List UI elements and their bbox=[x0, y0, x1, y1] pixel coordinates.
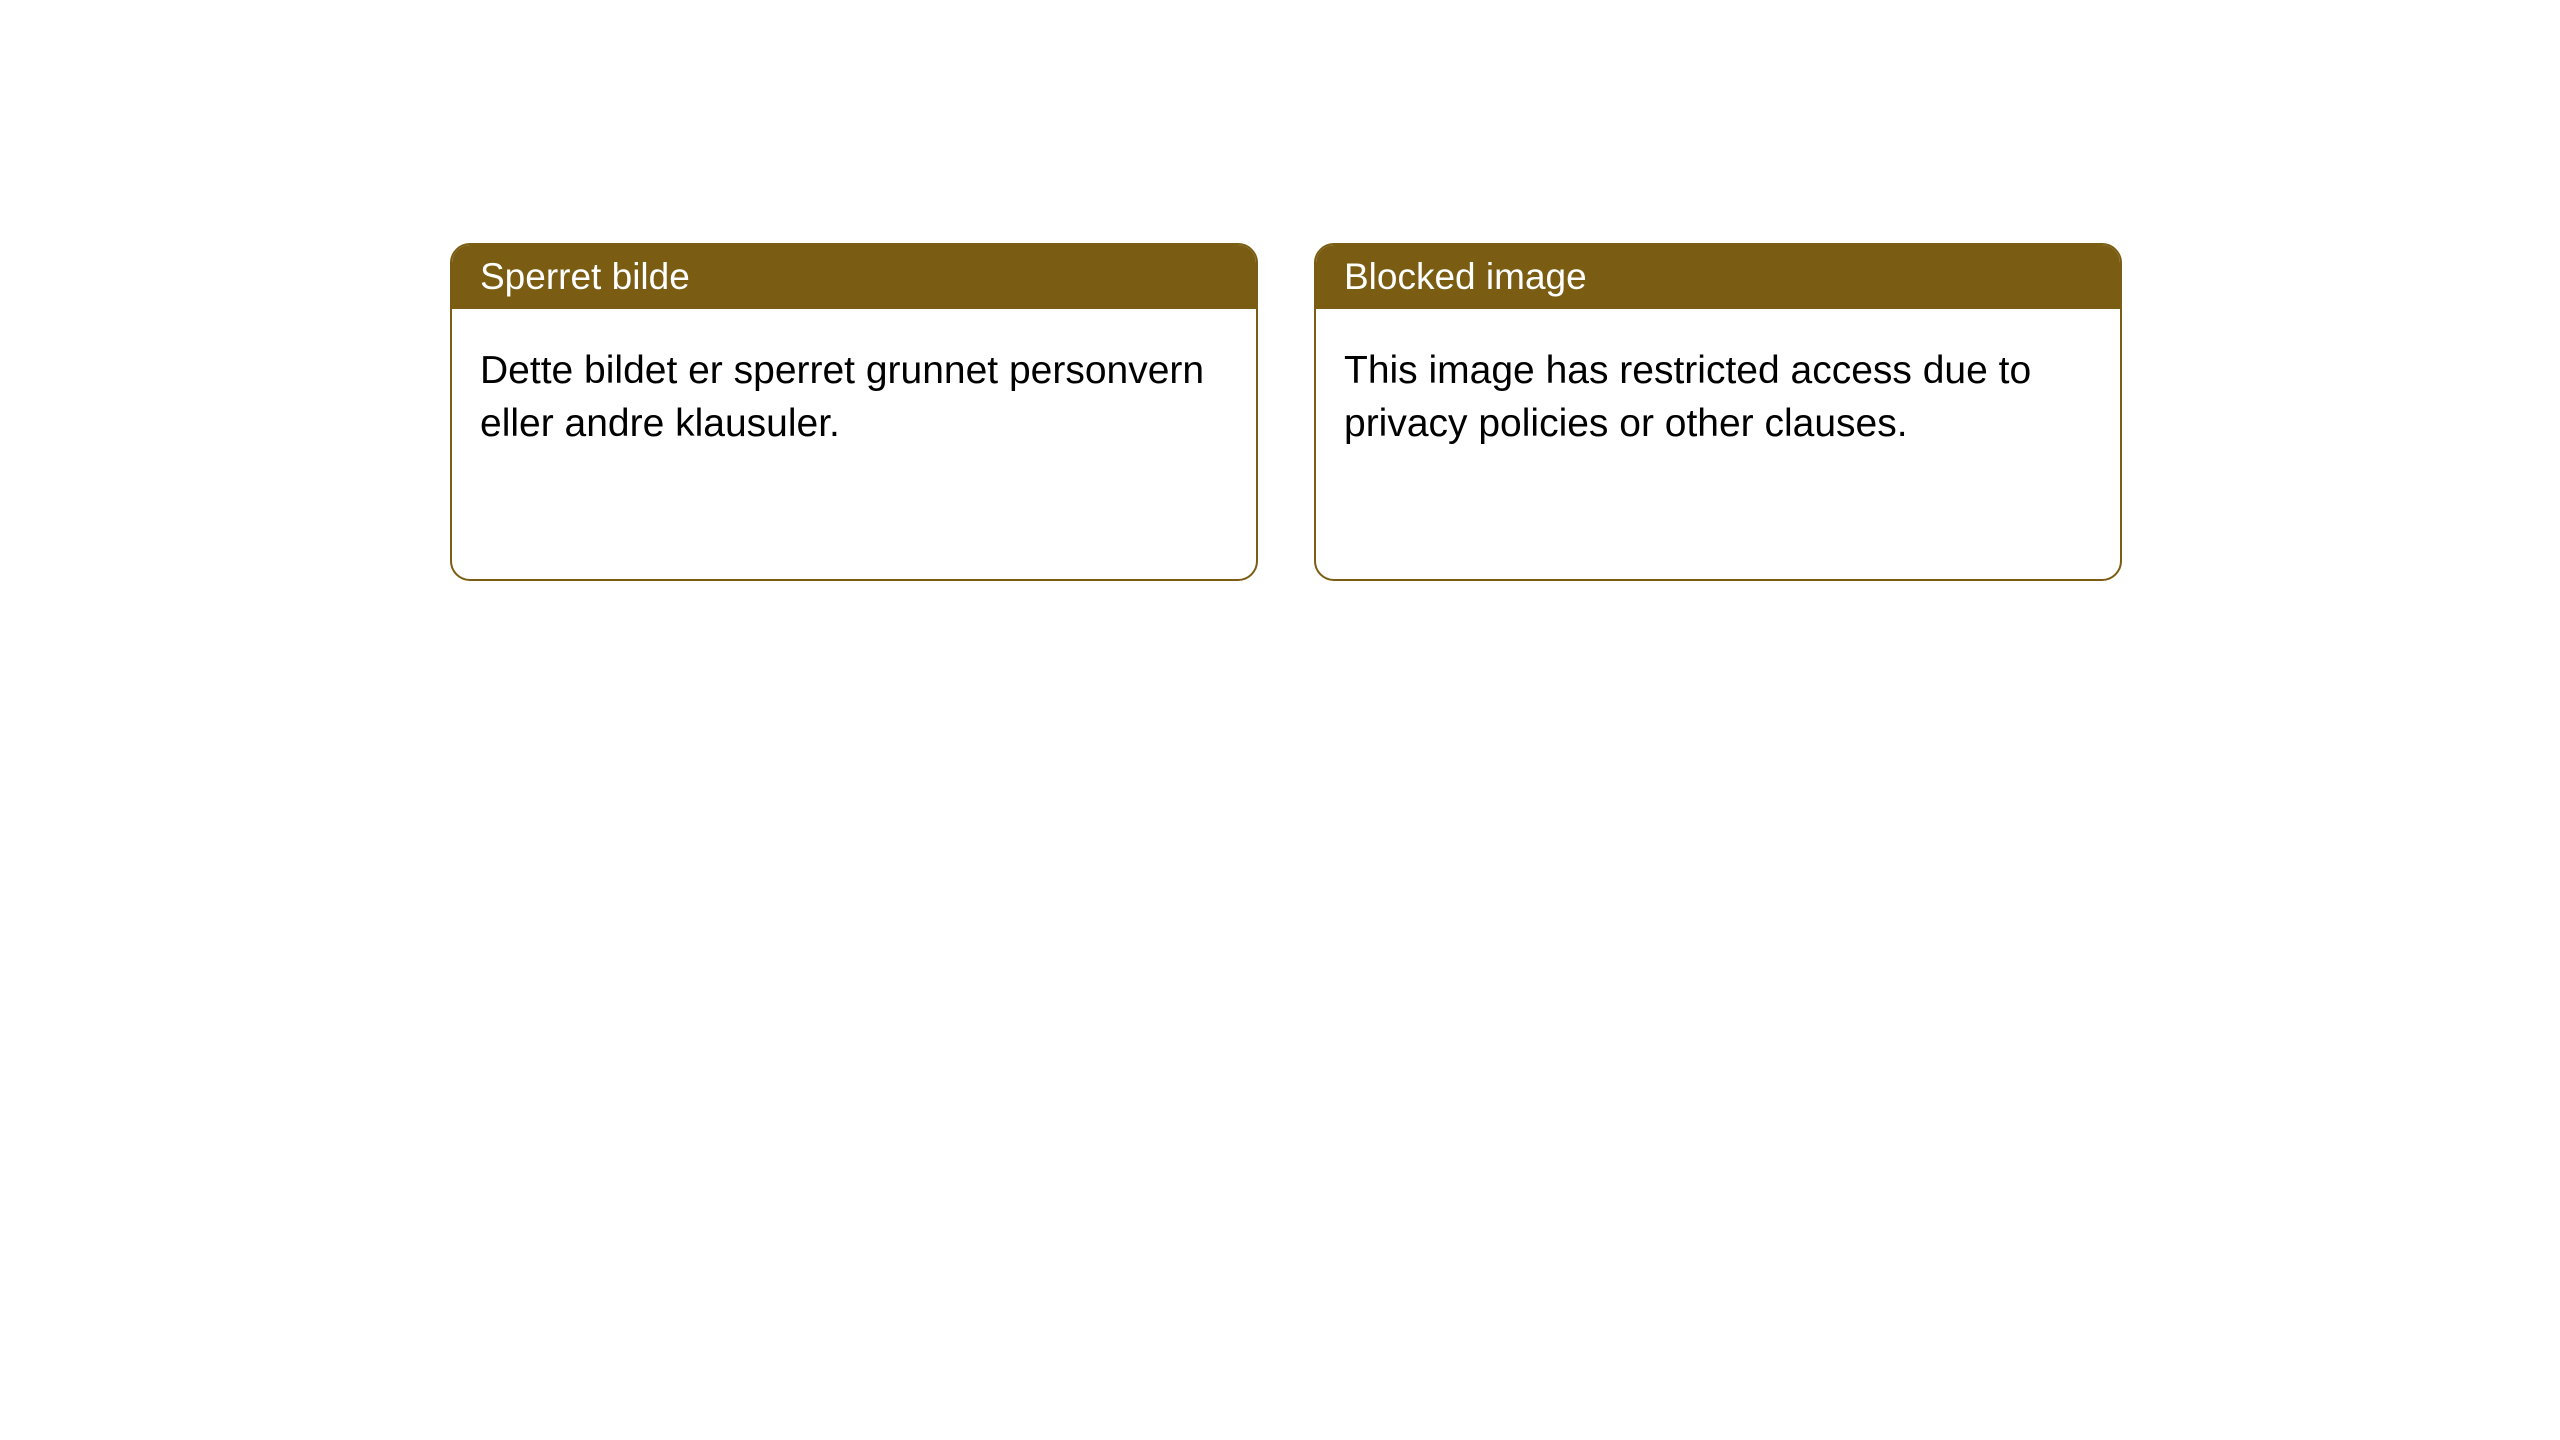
notice-container: Sperret bilde Dette bildet er sperret gr… bbox=[0, 0, 2560, 581]
card-header-en: Blocked image bbox=[1316, 245, 2120, 309]
card-body-no: Dette bildet er sperret grunnet personve… bbox=[452, 309, 1256, 486]
card-message-no: Dette bildet er sperret grunnet personve… bbox=[480, 349, 1204, 445]
card-header-no: Sperret bilde bbox=[452, 245, 1256, 309]
blocked-image-card-no: Sperret bilde Dette bildet er sperret gr… bbox=[450, 243, 1258, 581]
card-message-en: This image has restricted access due to … bbox=[1344, 349, 2031, 445]
blocked-image-card-en: Blocked image This image has restricted … bbox=[1314, 243, 2122, 581]
card-title-no: Sperret bilde bbox=[480, 256, 690, 297]
card-body-en: This image has restricted access due to … bbox=[1316, 309, 2120, 486]
card-title-en: Blocked image bbox=[1344, 256, 1587, 297]
